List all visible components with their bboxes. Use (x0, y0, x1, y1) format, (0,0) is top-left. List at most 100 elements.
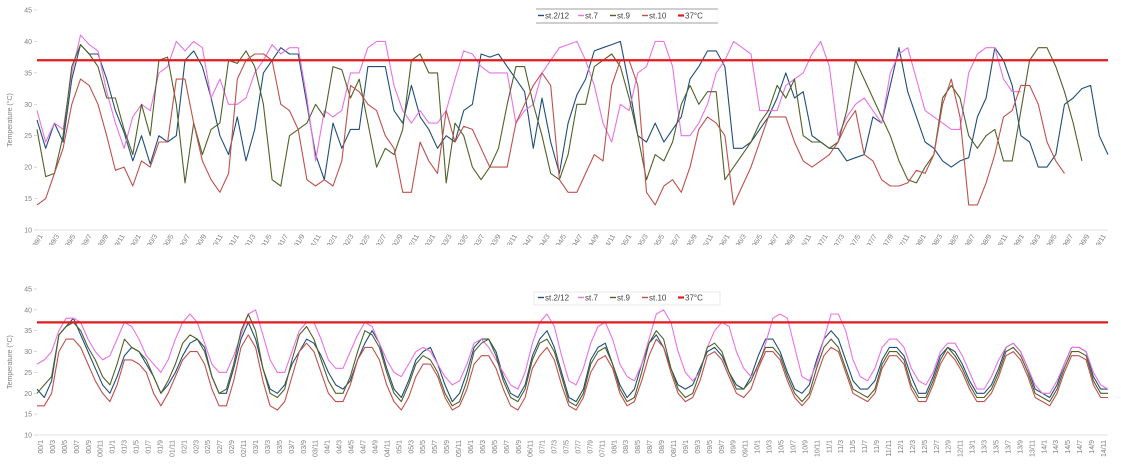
x-tick-label: 99/7 (1062, 233, 1075, 245)
x-tick-label: 11/7 (862, 440, 869, 453)
x-tick-label: 09/11 (743, 440, 750, 457)
x-tick-label: 91/1 (228, 233, 241, 245)
y-axis-title: Temperature (°C) (6, 93, 14, 147)
x-tick-label: 02/5 (205, 440, 212, 454)
x-tick-label: 89/5 (65, 233, 78, 245)
x-tick-label: 89/11 (112, 233, 127, 245)
x-tick-label: 12/7 (934, 440, 941, 454)
x-tick-label: 00/3 (50, 440, 57, 454)
x-tick-label: 10/11 (814, 440, 821, 457)
x-tick-label: 01/11 (169, 440, 176, 457)
x-tick-label: 99/5 (1046, 233, 1059, 245)
x-tick-label: 95/9 (686, 233, 699, 245)
legend-label: st.10 (649, 294, 667, 303)
x-tick-label: 01/9 (157, 440, 164, 454)
x-tick-label: 89/9 (97, 233, 110, 245)
x-tick-label: 06/9 (516, 440, 523, 454)
series-line-st-10 (37, 334, 1108, 411)
chart-bottom: 10 15 20 25 30 35 40 45 Temperature (°C) 00/1 00/3… (6, 287, 1109, 457)
x-tick-label: 97/1 (817, 233, 830, 245)
y-axis-title: Temperature (°C) (6, 335, 14, 389)
series-line-st-9 (36, 313, 1108, 407)
x-tick-label: 05/11 (456, 440, 463, 457)
x-tick-label: 09/7 (719, 440, 726, 454)
x-tick-label: 05/3 (408, 440, 415, 454)
x-tick-label: 09/9 (731, 440, 738, 454)
x-tick-label: 10/7 (790, 440, 797, 454)
x-tick-label: 06/5 (492, 440, 499, 454)
legend-label: st.2/12 (545, 12, 570, 21)
x-tick-label: 04/5 (349, 440, 356, 454)
x-tick-label: 96/1 (719, 233, 732, 245)
x-tick-label: 14/7 (1077, 440, 1084, 454)
x-tick-label: 10/1 (755, 440, 762, 454)
x-tick-label: 94/7 (572, 233, 585, 245)
x-tick-label: 90/5 (163, 233, 176, 245)
x-tick-label: 08/1 (611, 440, 618, 454)
legend-label: st.10 (649, 12, 667, 21)
x-tick-label: 96/9 (784, 233, 797, 245)
series-line-st-7 (36, 309, 1109, 394)
x-tick-label: 11/1 (826, 440, 833, 453)
y-tick-label: 20 (24, 165, 32, 172)
x-tick-label: 95/1 (621, 233, 634, 245)
x-tick-label: 96/7 (768, 233, 781, 245)
x-tick-label: 91/5 (261, 233, 274, 245)
x-tick-label: 11/3 (838, 440, 845, 453)
x-tick-label: 10/3 (767, 440, 774, 454)
x-tick-label: 12/9 (946, 440, 953, 454)
x-tick-label: 90/11 (210, 233, 225, 245)
x-tick-label: 09/3 (695, 440, 702, 454)
x-tick-label: 92/9 (392, 233, 405, 245)
x-tick-label: 14/1 (1041, 440, 1048, 454)
series-line-st-7 (36, 34, 1021, 162)
x-tick-label: 95/3 (637, 233, 650, 245)
x-tick-label: 97/5 (850, 233, 863, 245)
x-tick-label: 98/3 (931, 233, 944, 245)
x-tick-label: 05/1 (396, 440, 403, 454)
x-tick-label: 91/7 (277, 233, 290, 245)
y-tick-label: 25 (24, 133, 32, 140)
x-tick-label: 97/3 (833, 233, 846, 245)
x-tick-label: 91/3 (244, 233, 257, 245)
x-tick-label: 14/3 (1053, 440, 1060, 454)
legend-label: st.2/12 (545, 294, 570, 303)
x-tick-label: 12/3 (910, 440, 917, 454)
y-tick-label: 15 (24, 412, 32, 419)
y-tick-label: 30 (24, 102, 32, 109)
x-tick-label: 07/1 (540, 440, 547, 454)
x-tick-label: 94/9 (588, 233, 601, 245)
x-tick-label: 08/11 (671, 440, 678, 457)
x-tick-label: 00/7 (74, 440, 81, 454)
x-tick-label: 97/7 (866, 233, 879, 245)
x-tick-label: 01/3 (122, 440, 129, 454)
x-tick-label: 98/7 (964, 233, 977, 245)
x-tick-label: 12/11 (958, 440, 965, 457)
x-tick-label: 99/3 (1029, 233, 1042, 245)
series-line-st-10 (36, 53, 1065, 206)
x-tick-label: 90/1 (130, 233, 143, 245)
x-tick-label: 02/11 (241, 440, 248, 457)
x-tick-label: 10/9 (802, 440, 809, 454)
x-tick-label: 08/5 (635, 440, 642, 454)
y-tick-label: 40 (24, 39, 32, 46)
x-tick-label: 10/5 (779, 440, 786, 454)
x-tick-label: 99/11 (1093, 233, 1108, 245)
x-tick-label: 97/9 (882, 233, 895, 245)
x-tick-label: 94/3 (539, 233, 552, 245)
x-tick-label: 98/11 (995, 233, 1010, 245)
x-tick-label: 92/5 (359, 233, 372, 245)
x-tick-label: 99/1 (1013, 233, 1026, 245)
x-tick-label: 13/3 (982, 440, 989, 454)
x-tick-label: 00/11 (98, 440, 105, 457)
x-tick-label: 14/5 (1065, 440, 1072, 454)
x-tick-label: 91/9 (294, 233, 307, 245)
x-tick-label: 98/5 (948, 233, 961, 245)
x-tick-label: 09/5 (707, 440, 714, 454)
x-tick-label: 02/9 (229, 440, 236, 454)
x-tick-label: 03/5 (277, 440, 284, 454)
x-tick-label: 93/9 (490, 233, 503, 245)
x-tick-label: 89/3 (48, 233, 61, 245)
x-tick-label: 93/3 (441, 233, 454, 245)
x-tick-label: 95/7 (670, 233, 683, 245)
